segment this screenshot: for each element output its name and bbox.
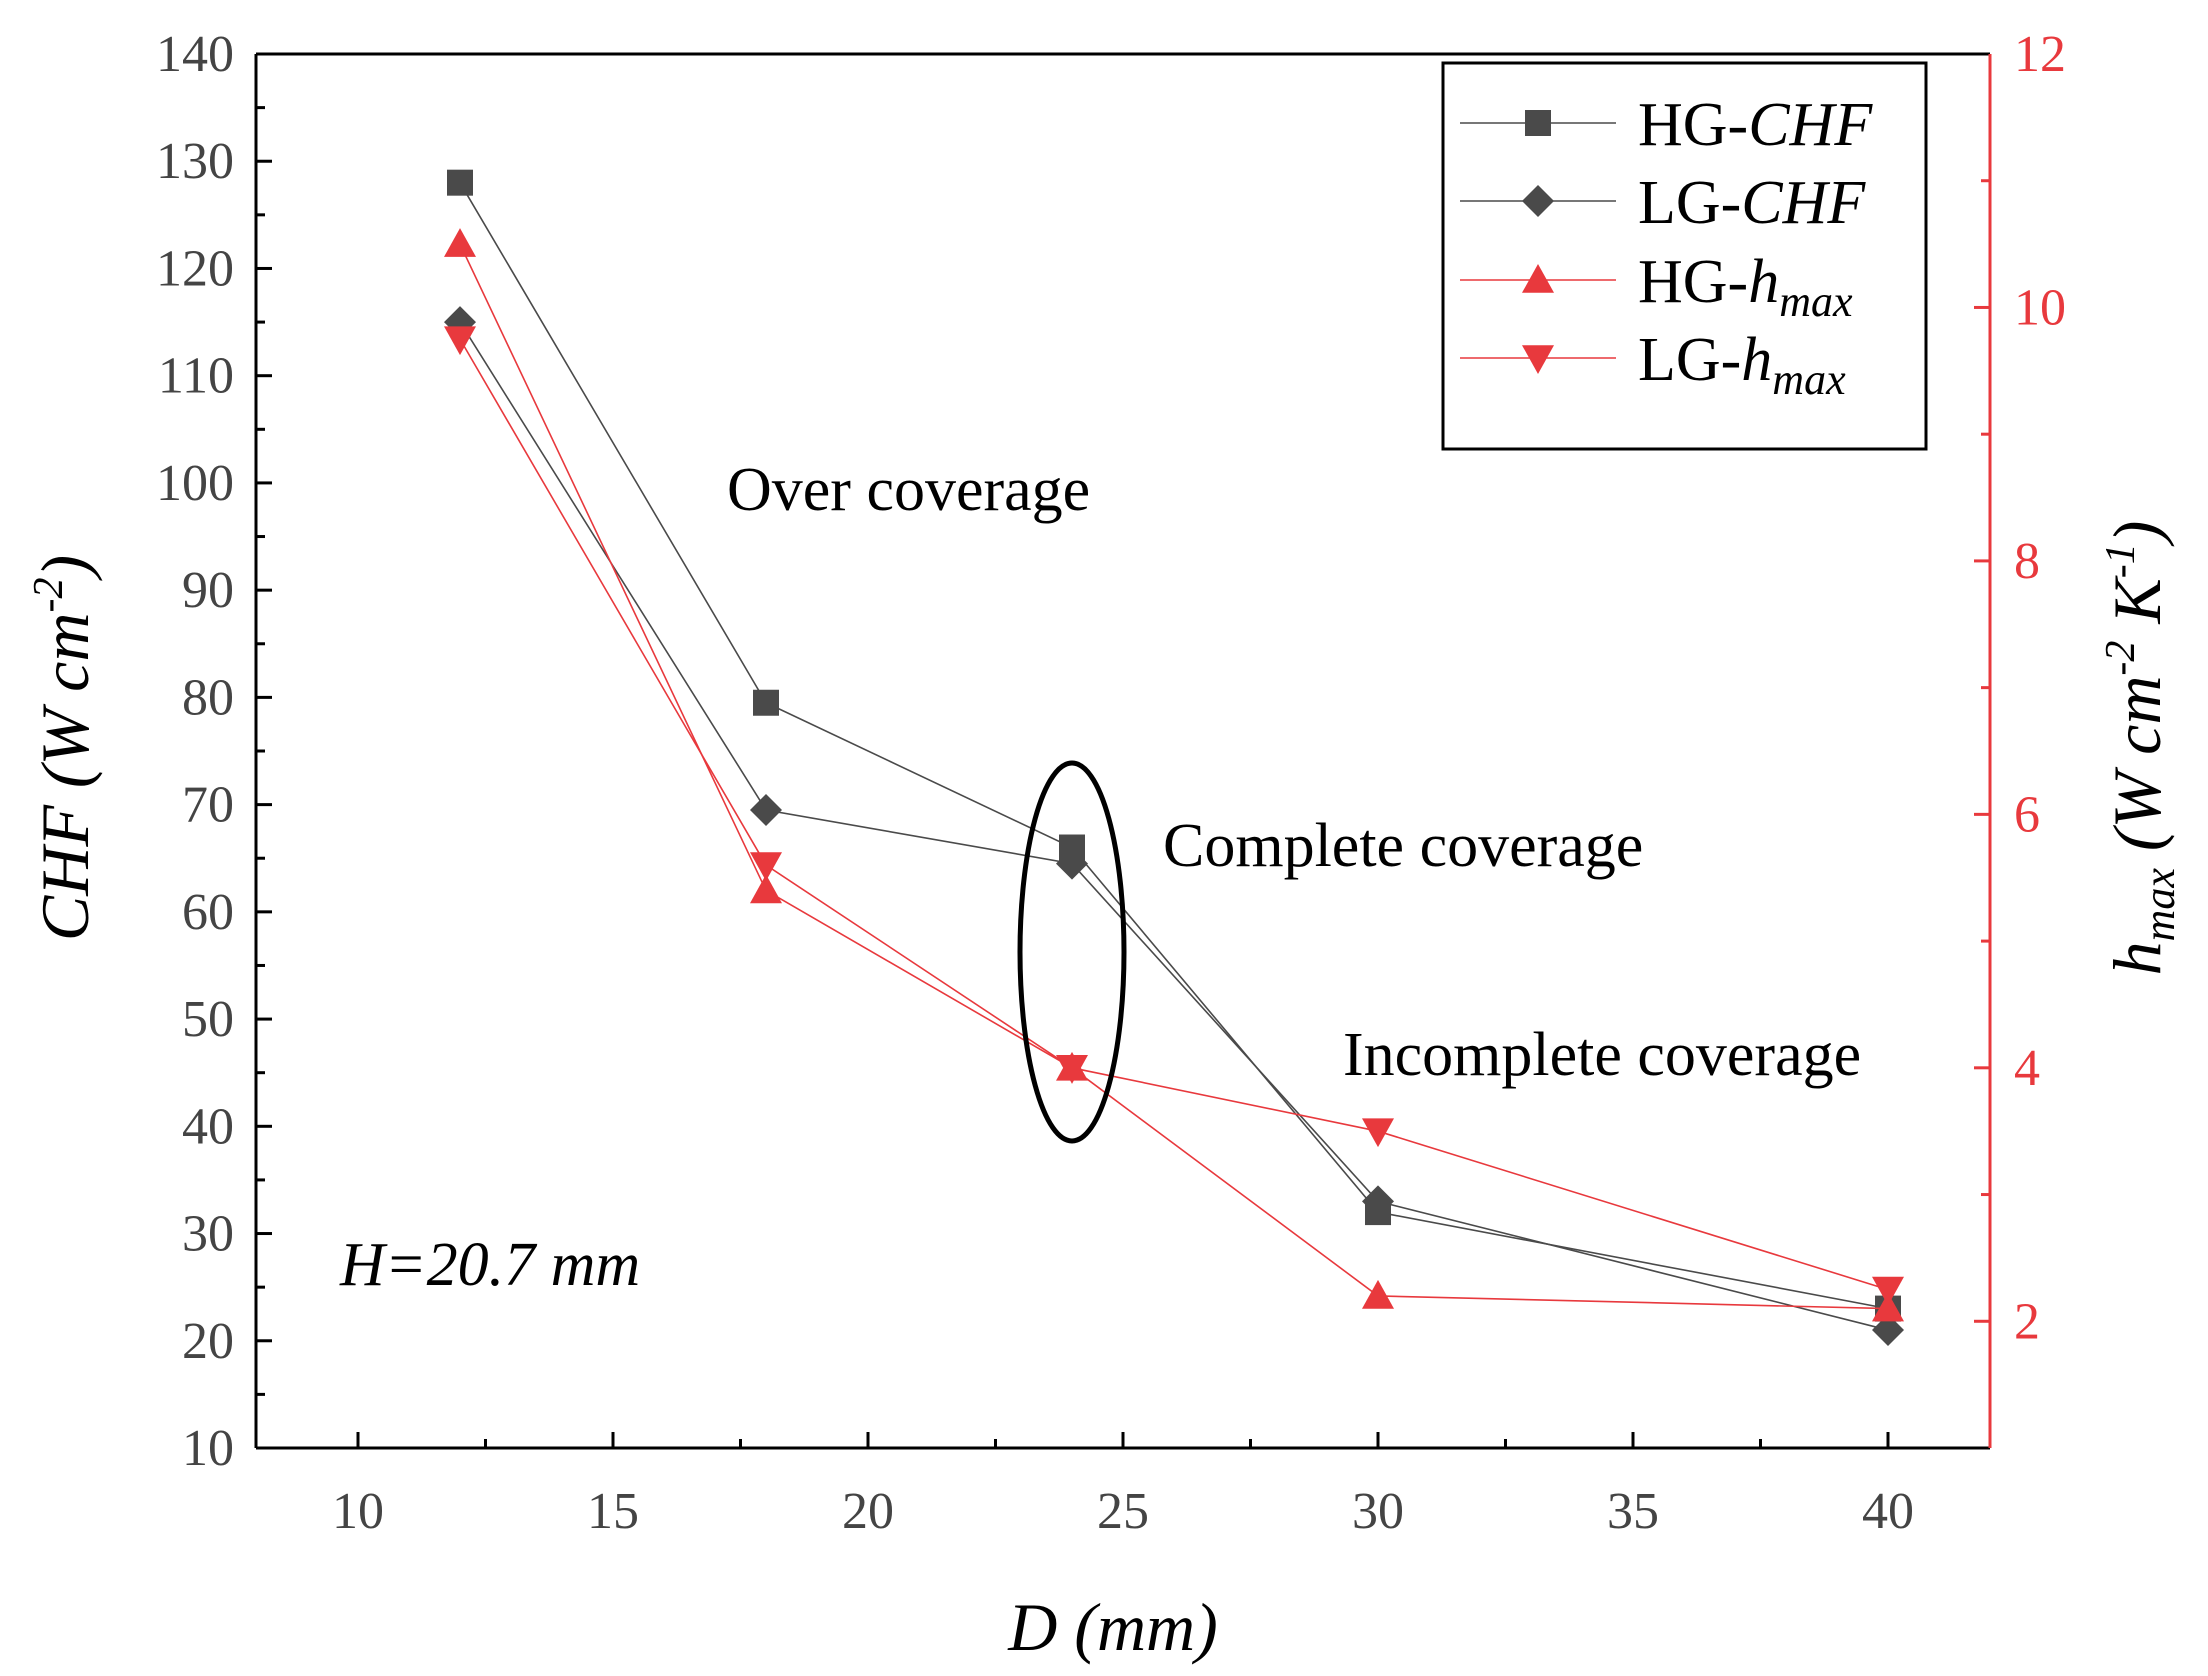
y-tick-label: 10 xyxy=(182,1420,234,1477)
y2-tick-label: 10 xyxy=(2014,279,2066,336)
legend-item: LG-hmax xyxy=(1460,326,1846,404)
data-point xyxy=(1362,1279,1394,1309)
legend-marker xyxy=(1522,185,1554,217)
data-point xyxy=(750,793,782,826)
legend-item: HG-hmax xyxy=(1460,248,1853,326)
data-point xyxy=(753,689,779,716)
y-tick-label: 50 xyxy=(182,991,234,1048)
right-axis-ticks: 2 4 6 8 10 12 xyxy=(1974,26,2066,1450)
series-layer xyxy=(444,169,1904,1347)
legend-label: HG-hmax xyxy=(1638,248,1853,326)
x-tick-label: 35 xyxy=(1607,1483,1659,1540)
bottom-axis-ticks: 10 15 20 25 30 35 40 xyxy=(332,1432,1914,1540)
x-tick-label: 40 xyxy=(1862,1483,1914,1540)
y-tick-label: 140 xyxy=(156,26,234,83)
legend-marker xyxy=(1525,110,1551,136)
annotation-complete-coverage: Complete coverage xyxy=(1163,812,1643,880)
legend-item: LG-CHF xyxy=(1460,169,1866,237)
data-point xyxy=(1362,1185,1394,1218)
y-tick-label: 30 xyxy=(182,1206,234,1263)
y-tick-label: 110 xyxy=(158,348,234,405)
y2-tick-label: 12 xyxy=(2014,26,2066,83)
y-tick-label: 100 xyxy=(156,455,234,512)
data-point xyxy=(750,852,782,882)
data-point xyxy=(447,169,473,196)
data-point xyxy=(1872,1314,1904,1347)
legend-marker xyxy=(1522,264,1554,293)
left-axis-ticks: 10 20 30 40 50 60 70 80 90 100 110 120 130 140 xyxy=(156,26,272,1477)
y-tick-label: 130 xyxy=(156,133,234,190)
complete-coverage-ellipse xyxy=(1017,760,1127,1144)
data-point xyxy=(1362,1118,1394,1148)
legend-box xyxy=(1441,61,1928,451)
y2-tick-label: 8 xyxy=(2014,533,2040,590)
y-axis-title: CHF (W cm-2) xyxy=(26,555,103,941)
x-tick-label: 25 xyxy=(1097,1483,1149,1540)
x-tick-label: 15 xyxy=(587,1483,639,1540)
annotation-over-coverage: Over coverage xyxy=(727,456,1090,524)
x-axis-title: D (mm) xyxy=(1007,1589,1218,1665)
chart-note: H=20.7 mm xyxy=(339,1231,640,1299)
data-point xyxy=(750,874,782,904)
legend-label: LG-hmax xyxy=(1638,326,1846,404)
y2-tick-label: 6 xyxy=(2014,786,2040,843)
y2-tick-label: 4 xyxy=(2014,1040,2040,1097)
data-point xyxy=(1056,1055,1088,1084)
x-tick-label: 20 xyxy=(842,1483,894,1540)
legend-label: HG-CHF xyxy=(1638,91,1873,159)
y-tick-label: 70 xyxy=(182,777,234,834)
y-tick-label: 60 xyxy=(182,884,234,941)
y-tick-label: 20 xyxy=(182,1313,234,1370)
legend-item: HG-CHF xyxy=(1460,91,1873,159)
series-3 xyxy=(444,326,1904,1306)
data-point xyxy=(1872,1276,1904,1306)
data-point xyxy=(444,228,476,257)
x-tick-label: 30 xyxy=(1352,1483,1404,1540)
data-point xyxy=(444,326,476,356)
y-tick-label: 120 xyxy=(156,240,234,297)
annotation-incomplete-coverage: Incomplete coverage xyxy=(1343,1021,1861,1089)
data-point xyxy=(1872,1292,1904,1322)
legend-label: LG-CHF xyxy=(1638,169,1866,237)
y2-axis-title: hmax (W cm-2 K-1) xyxy=(2098,521,2184,976)
x-tick-label: 10 xyxy=(332,1483,384,1540)
y2-tick-label: 2 xyxy=(2014,1293,2040,1350)
series-1 xyxy=(444,306,1904,1347)
y-tick-label: 40 xyxy=(182,1098,234,1155)
legend-marker xyxy=(1522,345,1554,374)
y-tick-label: 90 xyxy=(182,562,234,619)
y-tick-label: 80 xyxy=(182,669,234,726)
data-point xyxy=(1056,847,1088,880)
